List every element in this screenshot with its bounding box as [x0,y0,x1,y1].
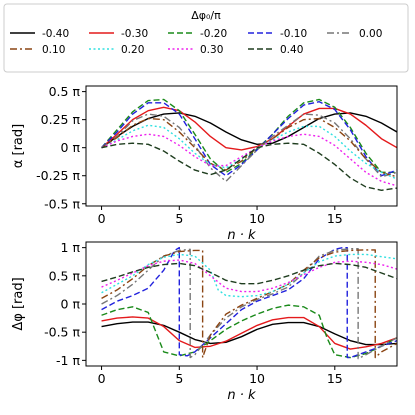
legend-label: 0.00 [359,28,382,40]
series-line-dphi [101,248,397,360]
axes-frame [85,85,398,207]
series-line-alpha [101,133,397,187]
x-tick-label: 15 [327,371,343,386]
legend-label: 0.40 [280,44,303,56]
legend-label: 0.20 [121,44,144,56]
x-tick-label: 10 [249,211,265,226]
series-line-dphi [101,259,397,293]
legend-label: -0.30 [121,28,148,40]
legend: Δφ₀/π -0.40 -0.30 -0.20 -0.10 0.00 0.10 0.20 0.… [3,3,409,73]
x-tick-label: 15 [327,211,343,226]
y-tick-label: 0.5 π [49,84,81,99]
y-tick-label: -0.5 π [44,325,80,340]
alpha-panel: 0 5 10 15 -0.5 π -0.25 π 0 π 0.25 π 0.5 π n · k α … [11,84,398,243]
series-line-dphi [101,249,397,359]
x-tick-label: 0 [98,211,106,226]
x-tick-label: 0 [98,371,106,386]
x-axis-label: n · k [227,388,256,403]
x-tick-label: 5 [175,371,183,386]
legend-label: -0.10 [280,28,307,40]
y-tick-label: 0.5 π [49,268,81,283]
series-line-alpha [101,113,397,183]
series-line-dphi [101,304,397,359]
series-line-alpha [101,124,397,180]
legend-label: -0.20 [200,28,227,40]
y-tick-label: -1 π [56,353,80,368]
series-line-alpha [101,98,397,174]
x-axis-label: n · k [227,228,256,243]
series-line-dphi [101,246,397,359]
y-tick-label: 0.25 π [41,112,81,127]
legend-label: -0.40 [42,28,69,40]
y-axis-label: Δφ [rad] [11,277,26,330]
legend-label: 0.30 [200,44,223,56]
x-tick-label: 5 [175,211,183,226]
dphi-panel: 0 5 10 15 -1 π -0.5 π 0 π 0.5 π 1 π n · k Δφ [rad] [11,240,398,403]
series-line-dphi [101,321,397,346]
series-line-alpha [101,106,397,151]
legend-title: Δφ₀/π [191,9,221,22]
series-line-alpha [101,117,397,178]
y-tick-label: -0.5 π [44,196,80,211]
legend-label: 0.10 [42,44,65,56]
series-line-dphi [101,253,397,298]
y-axis-label: α [rad] [11,124,26,168]
y-tick-label: 0 π [61,297,81,312]
series-line-alpha [101,142,397,191]
x-tick-label: 10 [249,371,265,386]
y-tick-label: 0 π [61,140,81,155]
y-tick-label: -0.25 π [36,168,80,183]
y-tick-label: 1 π [61,240,81,255]
legend-frame [3,3,409,73]
series-line-dphi [101,262,397,285]
axes-frame [85,241,398,367]
